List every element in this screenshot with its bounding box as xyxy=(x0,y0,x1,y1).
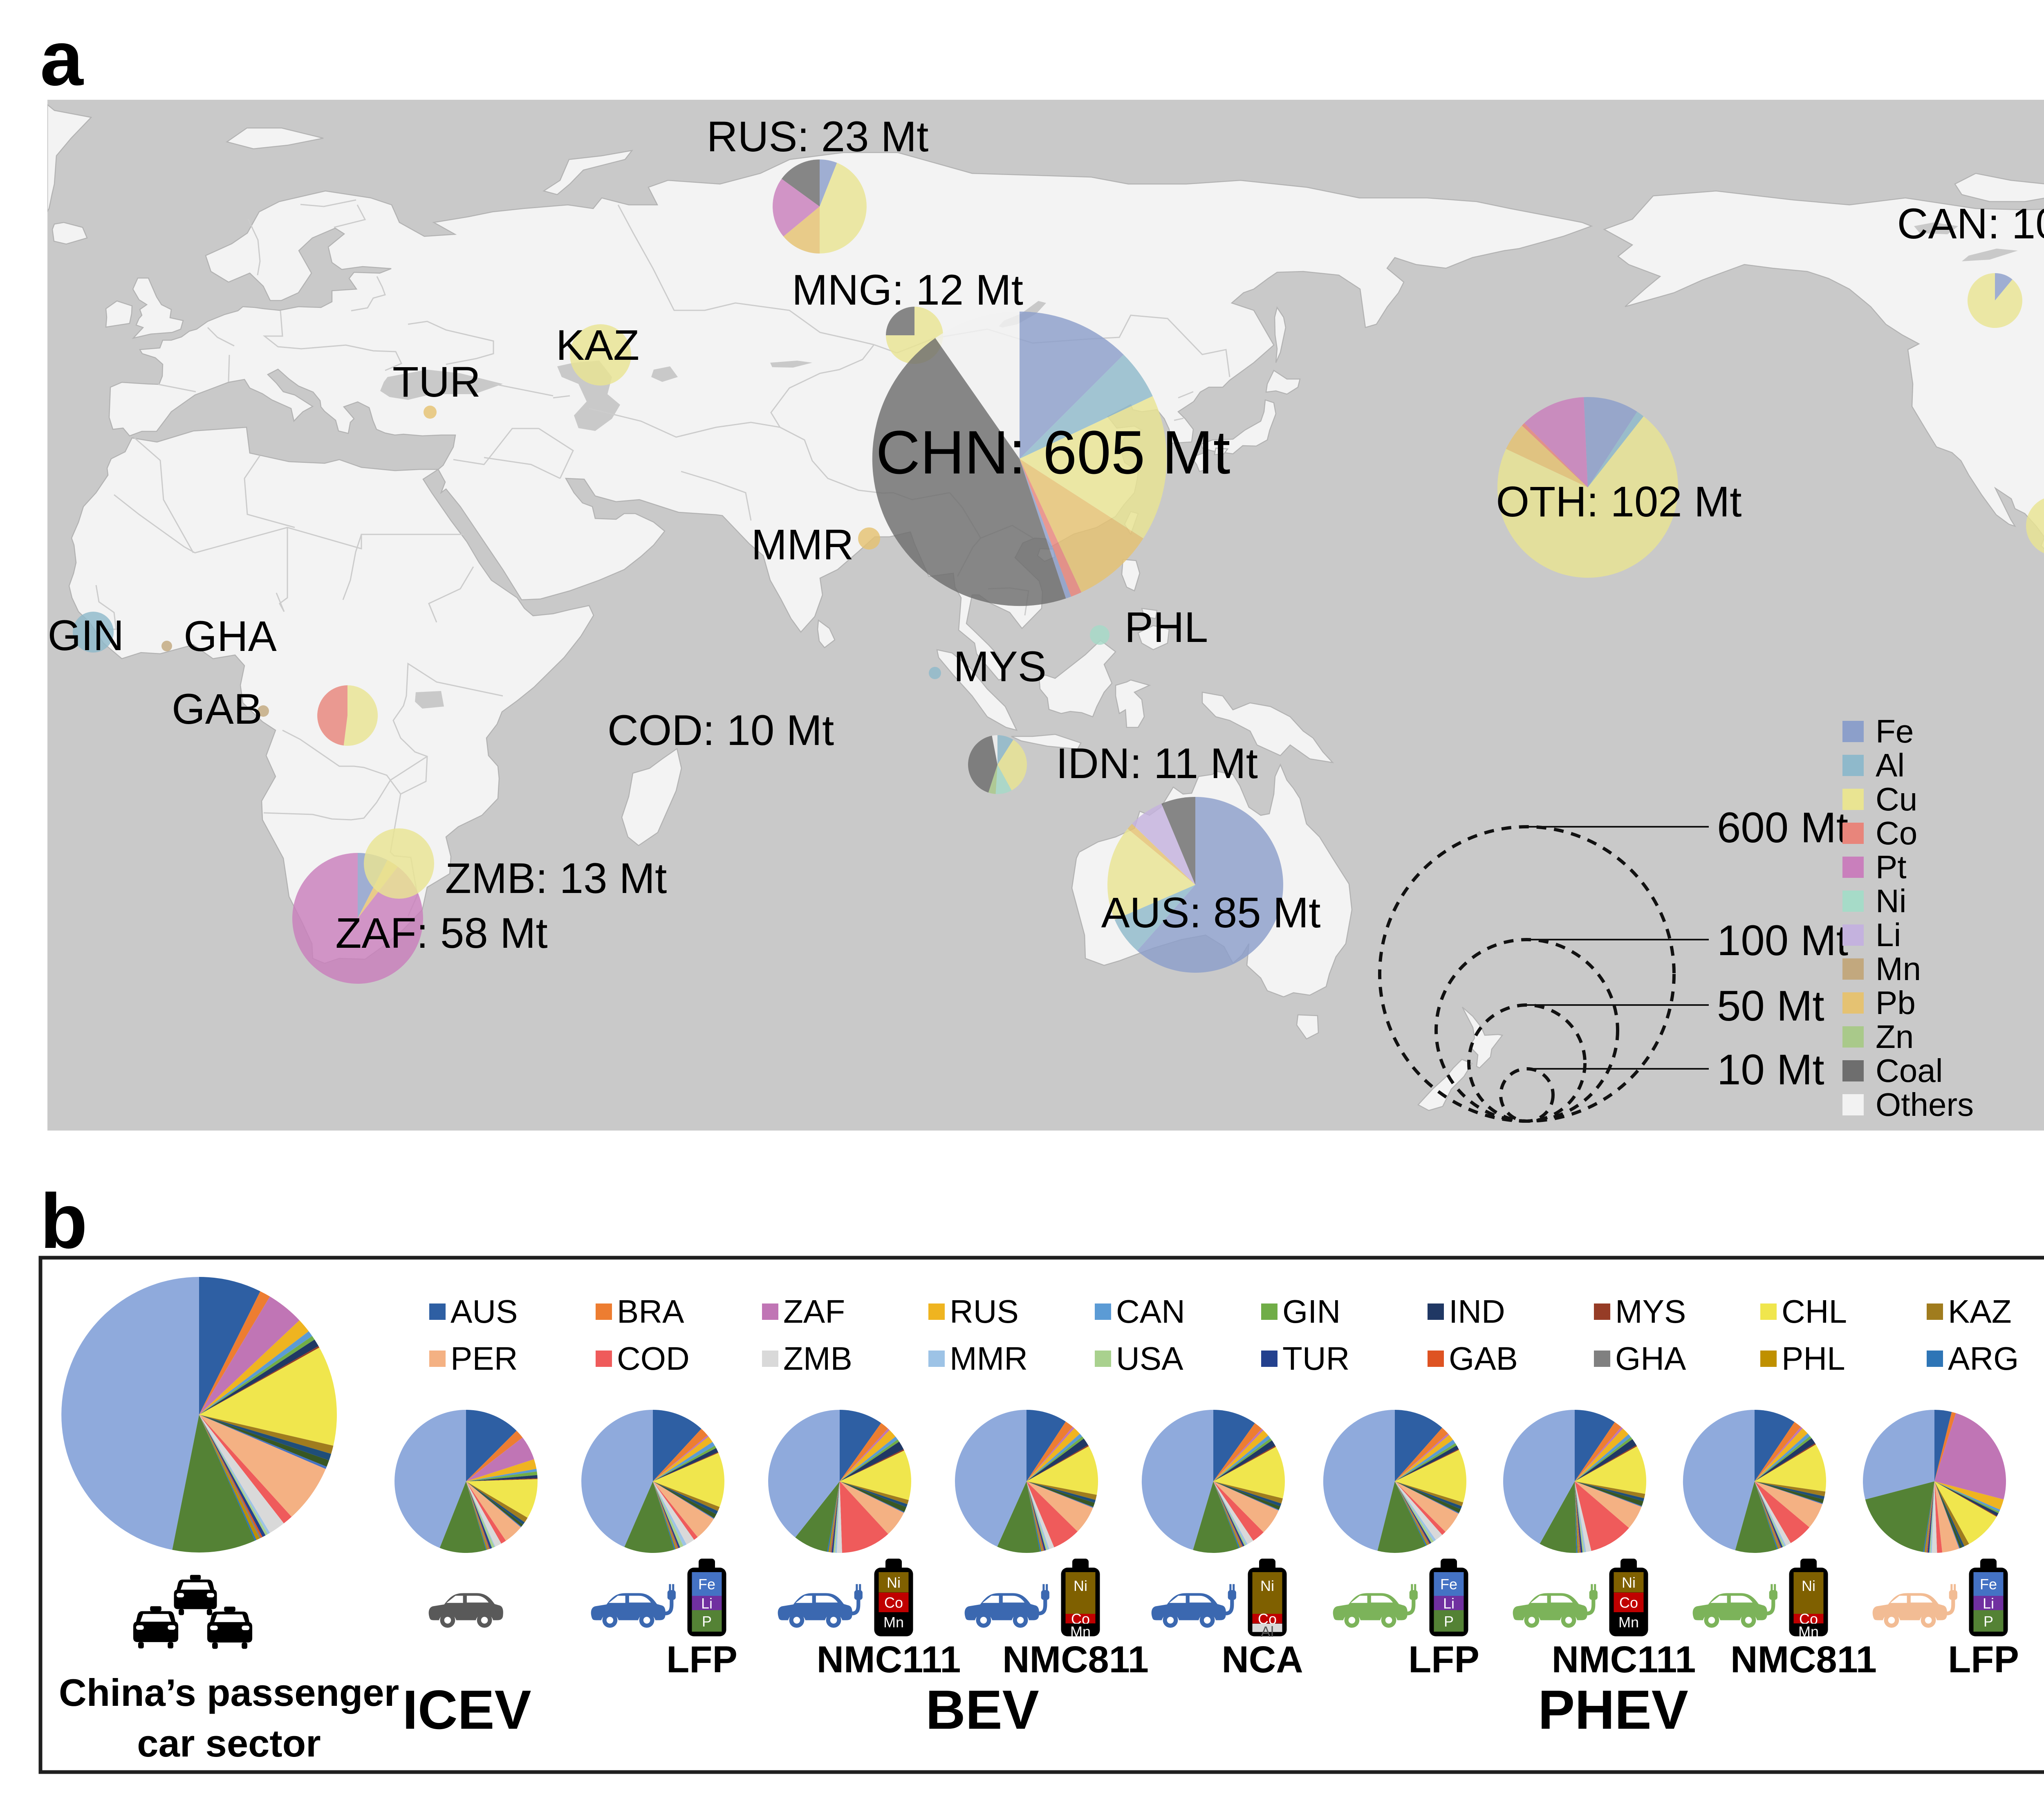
svg-text:Li: Li xyxy=(701,1595,713,1612)
svg-text:IDN: 11 Mt: IDN: 11 Mt xyxy=(1056,740,1258,787)
svg-text:GAB: GAB xyxy=(172,685,262,733)
svg-text:LFP: LFP xyxy=(1408,1639,1479,1680)
svg-text:Coal: Coal xyxy=(1876,1052,1943,1089)
svg-text:ARG: ARG xyxy=(1948,1340,2019,1377)
svg-text:600 Mt: 600 Mt xyxy=(1717,804,1848,852)
svg-text:Ni: Ni xyxy=(887,1574,901,1591)
svg-text:Mn: Mn xyxy=(1876,951,1921,987)
svg-text:GAB: GAB xyxy=(1449,1340,1518,1377)
svg-text:ZAF: 58 Mt: ZAF: 58 Mt xyxy=(335,909,547,957)
svg-text:AUS: AUS xyxy=(450,1293,518,1330)
svg-text:Li: Li xyxy=(1983,1595,1994,1612)
svg-text:RUS: RUS xyxy=(950,1293,1019,1330)
svg-text:Others: Others xyxy=(1876,1086,1974,1123)
svg-text:Pb: Pb xyxy=(1876,985,1916,1021)
svg-text:LFP: LFP xyxy=(666,1639,737,1680)
svg-text:Mn: Mn xyxy=(883,1614,904,1631)
svg-text:MMR: MMR xyxy=(950,1340,1028,1377)
svg-text:PER: PER xyxy=(450,1340,518,1377)
svg-text:Li: Li xyxy=(1876,917,1901,953)
svg-text:PHL: PHL xyxy=(1782,1340,1845,1377)
svg-text:P: P xyxy=(1444,1613,1454,1630)
svg-text:Ni: Ni xyxy=(1876,883,1907,919)
svg-text:MMR: MMR xyxy=(751,521,854,569)
svg-text:Ni: Ni xyxy=(1622,1574,1636,1591)
svg-text:COD: COD xyxy=(617,1340,690,1377)
svg-text:AUS: 85 Mt: AUS: 85 Mt xyxy=(1101,889,1321,937)
svg-text:KAZ: KAZ xyxy=(556,321,639,369)
svg-text:Al: Al xyxy=(1261,1623,1274,1640)
svg-text:PHEV: PHEV xyxy=(1538,1679,1688,1741)
svg-text:TUR: TUR xyxy=(392,358,481,406)
svg-text:IND: IND xyxy=(1449,1293,1505,1330)
svg-text:MYS: MYS xyxy=(953,643,1047,691)
svg-text:CAN: CAN xyxy=(1116,1293,1185,1330)
svg-text:Mn: Mn xyxy=(1618,1614,1639,1631)
svg-text:LFP: LFP xyxy=(1948,1639,2019,1680)
svg-text:Co: Co xyxy=(884,1594,903,1611)
svg-text:GIN: GIN xyxy=(48,612,124,660)
svg-text:Fe: Fe xyxy=(1980,1576,1997,1593)
svg-text:MNG: 12 Mt: MNG: 12 Mt xyxy=(792,266,1023,314)
svg-text:MYS: MYS xyxy=(1615,1293,1686,1330)
svg-text:TUR: TUR xyxy=(1282,1340,1349,1377)
svg-text:PHL: PHL xyxy=(1125,603,1208,651)
svg-text:COD: 10 Mt: COD: 10 Mt xyxy=(607,707,834,754)
svg-text:Mn: Mn xyxy=(1070,1623,1091,1640)
svg-text:Pt: Pt xyxy=(1876,849,1907,885)
svg-text:ICEV: ICEV xyxy=(402,1679,531,1741)
svg-text:CAN: 10 Mt: CAN: 10 Mt xyxy=(1897,200,2044,248)
svg-text:BEV: BEV xyxy=(926,1679,1039,1741)
svg-text:P: P xyxy=(1983,1613,1993,1630)
svg-text:China’s passenger: China’s passenger xyxy=(59,1671,399,1714)
svg-text:Co: Co xyxy=(1876,815,1917,851)
svg-text:Fe: Fe xyxy=(1876,713,1914,749)
svg-text:ZAF: ZAF xyxy=(783,1293,845,1330)
svg-text:Cu: Cu xyxy=(1876,781,1917,817)
svg-text:GIN: GIN xyxy=(1282,1293,1340,1330)
svg-text:Zn: Zn xyxy=(1876,1019,1914,1055)
svg-text:GHA: GHA xyxy=(184,612,277,660)
svg-text:Ni: Ni xyxy=(1074,1577,1087,1594)
svg-text:50 Mt: 50 Mt xyxy=(1717,982,1824,1030)
svg-text:P: P xyxy=(702,1613,712,1630)
svg-text:Fe: Fe xyxy=(698,1576,715,1593)
svg-text:Ni: Ni xyxy=(1802,1577,1815,1594)
svg-text:CHL: CHL xyxy=(1782,1293,1847,1330)
svg-text:ZMB: 13 Mt: ZMB: 13 Mt xyxy=(445,855,667,902)
svg-text:Al: Al xyxy=(1876,747,1905,783)
svg-text:Ni: Ni xyxy=(1260,1577,1274,1594)
svg-text:Li: Li xyxy=(1443,1595,1455,1612)
svg-text:OTH: 102 Mt: OTH: 102 Mt xyxy=(1496,478,1742,526)
svg-text:Co: Co xyxy=(1619,1594,1638,1611)
svg-text:RUS: 23 Mt: RUS: 23 Mt xyxy=(707,113,929,161)
svg-text:NCA: NCA xyxy=(1221,1639,1303,1680)
svg-text:BRA: BRA xyxy=(617,1293,684,1330)
svg-text:NMC111: NMC111 xyxy=(817,1639,961,1680)
svg-text:GHA: GHA xyxy=(1615,1340,1686,1377)
svg-text:CHN: 605 Mt: CHN: 605 Mt xyxy=(876,418,1230,487)
svg-text:KAZ: KAZ xyxy=(1948,1293,2012,1330)
svg-text:10 Mt: 10 Mt xyxy=(1717,1046,1824,1094)
svg-text:Fe: Fe xyxy=(1440,1576,1457,1593)
svg-text:b: b xyxy=(40,1178,87,1265)
svg-text:NMC111: NMC111 xyxy=(1552,1639,1696,1680)
svg-text:car sector: car sector xyxy=(137,1722,320,1765)
svg-text:ZMB: ZMB xyxy=(783,1340,852,1377)
svg-text:100 Mt: 100 Mt xyxy=(1717,917,1848,965)
svg-text:NMC811: NMC811 xyxy=(1002,1639,1149,1680)
svg-text:a: a xyxy=(40,15,84,102)
svg-text:USA: USA xyxy=(1116,1340,1183,1377)
svg-text:Mn: Mn xyxy=(1798,1623,1819,1640)
svg-text:NMC811: NMC811 xyxy=(1730,1639,1877,1680)
